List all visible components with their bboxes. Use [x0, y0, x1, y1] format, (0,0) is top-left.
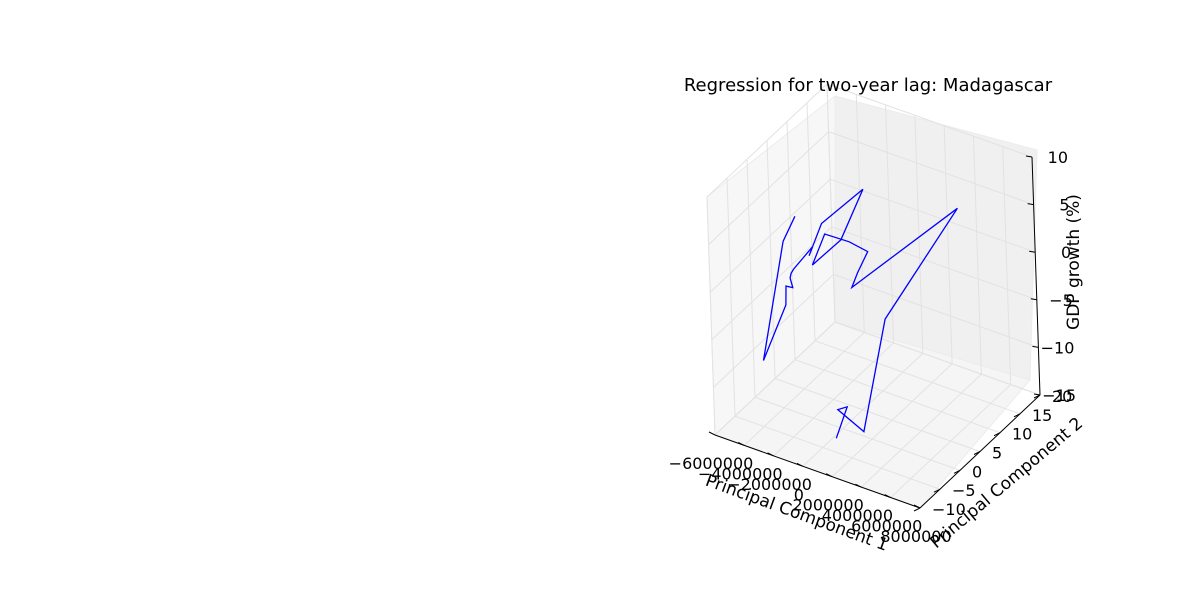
y-tick-label: 0 [972, 462, 982, 481]
grid-line-z [708, 131, 829, 245]
grid-line-y [766, 140, 776, 379]
grid-line-x [1002, 146, 1012, 385]
grid-line-y [774, 378, 981, 452]
grid-line-z [833, 273, 1039, 348]
z-tick-mark [1030, 298, 1037, 301]
y-tick-label: −10 [932, 500, 966, 519]
z-tick-mark [1032, 345, 1039, 348]
grid-line-y [806, 102, 816, 341]
grid-line-y [814, 340, 1021, 415]
grid-line-z [709, 178, 831, 293]
grid-line-x [914, 115, 924, 354]
grid-line-x [972, 136, 982, 375]
x-tick-mark [825, 473, 833, 478]
z-tick-label: 0 [1061, 243, 1071, 262]
y-tick-mark [913, 507, 921, 512]
grid-line-z [830, 178, 1036, 253]
x-tick-mark [855, 483, 862, 488]
data-lines [762, 188, 958, 439]
grid-line-y [746, 159, 756, 398]
grid-line-z [714, 321, 836, 436]
z-axis-line [1031, 156, 1041, 396]
grid-line-y [826, 83, 836, 323]
y-tick-mark [993, 432, 1001, 437]
z-tick-label: 10 [1048, 148, 1068, 167]
y-tick-label: 10 [1012, 425, 1032, 444]
x-tick-mark [913, 504, 921, 509]
x-tick-mark [708, 431, 716, 436]
tick-labels: −6000000−4000000−20000000200000040000006… [669, 148, 1076, 546]
x-tick-label: −6000000 [669, 454, 754, 473]
y-tick-mark [933, 488, 941, 493]
z-tick-mark [1025, 155, 1033, 158]
grid-line-z [826, 83, 1033, 158]
x-tick-mark [767, 452, 774, 457]
grid-line-x [885, 104, 895, 343]
z-tick-label: −15 [1042, 386, 1076, 405]
x-tick-label: 6000000 [851, 517, 922, 536]
z-axis-label: GDP growth (%) [1064, 194, 1084, 330]
x-tick-mark [738, 441, 745, 446]
grid-line-z [828, 131, 1034, 206]
y-tick-label: 5 [992, 444, 1002, 463]
x-tick-label: −2000000 [727, 475, 812, 494]
grid-line-y [734, 415, 941, 490]
y-tick-mark [953, 469, 961, 474]
grid-line-z [713, 274, 834, 388]
x-tick-label: 4000000 [822, 506, 893, 525]
z-tick-mark [1029, 250, 1036, 253]
x-tick-label: 2000000 [793, 496, 864, 515]
grid-line-z [834, 321, 1041, 396]
x-tick-label: −4000000 [698, 464, 783, 483]
y-tick-mark [973, 451, 981, 455]
grid-line-x [943, 125, 953, 364]
y-tick-label: −5 [952, 481, 976, 500]
x-tick-label: 0 [794, 485, 804, 504]
y-tick-label: 20 [1052, 387, 1072, 406]
z-tick-mark [1033, 393, 1041, 396]
grid-line-y [726, 178, 736, 417]
axes [708, 155, 1041, 512]
z-tick-label: −10 [1041, 338, 1075, 357]
grid-line-y [706, 196, 716, 436]
x-tick-mark [884, 494, 891, 499]
y-tick-label: 15 [1032, 406, 1052, 425]
grid-line-x [855, 94, 865, 333]
grid-line-z [711, 226, 833, 341]
z-tick-mark [1027, 203, 1034, 206]
series-line-0 [762, 188, 958, 439]
grid-line-z [831, 226, 1037, 301]
grid-line-y [786, 121, 796, 360]
x-tick-mark [796, 462, 804, 467]
grid-line-y [754, 396, 961, 471]
z-tick-label: −5 [1049, 291, 1073, 310]
x-tick-label: 8000000 [880, 527, 951, 546]
x-axis-line [714, 434, 921, 509]
z-tick-label: 5 [1059, 196, 1069, 215]
chart-title: Regression for two-year lag: Madagascar [684, 75, 1053, 96]
y-tick-mark [1013, 413, 1021, 418]
y-tick-mark [1033, 394, 1041, 399]
grid-line-y [794, 359, 1001, 434]
grid-line-z [706, 83, 828, 198]
